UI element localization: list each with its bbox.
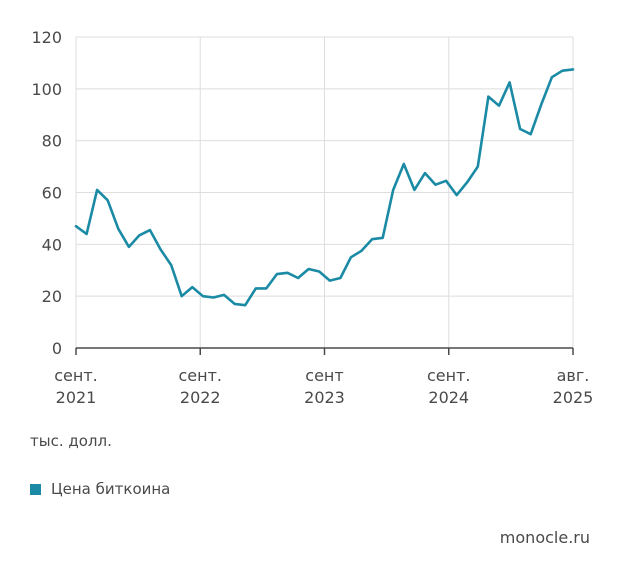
unit-label: тыс. долл. [30, 432, 112, 450]
chart: 0 20 40 60 80 100 120 сент. 2021 сент. 2022 сент 20… [31, 28, 594, 407]
x-tick-label: сент [305, 366, 343, 385]
grid [75, 36, 574, 348]
x-tick-label: сент. [427, 366, 471, 385]
x-axis: сент. 2021 сент. 2022 сент 2023 сент. 2024 авг. 2… [54, 347, 594, 407]
legend: Цена биткоина [30, 480, 170, 498]
legend-label: Цена биткоина [51, 480, 171, 498]
x-tick-label: сент. [178, 366, 222, 385]
x-tick-label: сент. [54, 366, 98, 385]
x-tick-label: 2023 [304, 388, 345, 407]
x-tick-label: 2021 [56, 388, 97, 407]
x-tick-label: 2025 [553, 388, 594, 407]
y-tick-label: 0 [52, 339, 62, 358]
y-tick-label: 100 [31, 80, 62, 99]
series-line [74, 68, 575, 307]
x-tick-label: 2022 [180, 388, 221, 407]
y-tick-label: 20 [42, 287, 62, 306]
y-tick-label: 80 [42, 132, 62, 151]
series [74, 68, 575, 307]
y-axis-ticks: 0 20 40 60 80 100 120 [31, 28, 62, 358]
y-tick-label: 60 [42, 184, 62, 203]
y-tick-label: 40 [42, 235, 62, 254]
x-tick-label: 2024 [428, 388, 469, 407]
source-label: monocle.ru [499, 528, 590, 547]
legend-swatch [30, 483, 41, 495]
x-tick-label: авг. [557, 366, 590, 385]
y-tick-label: 120 [31, 28, 62, 47]
